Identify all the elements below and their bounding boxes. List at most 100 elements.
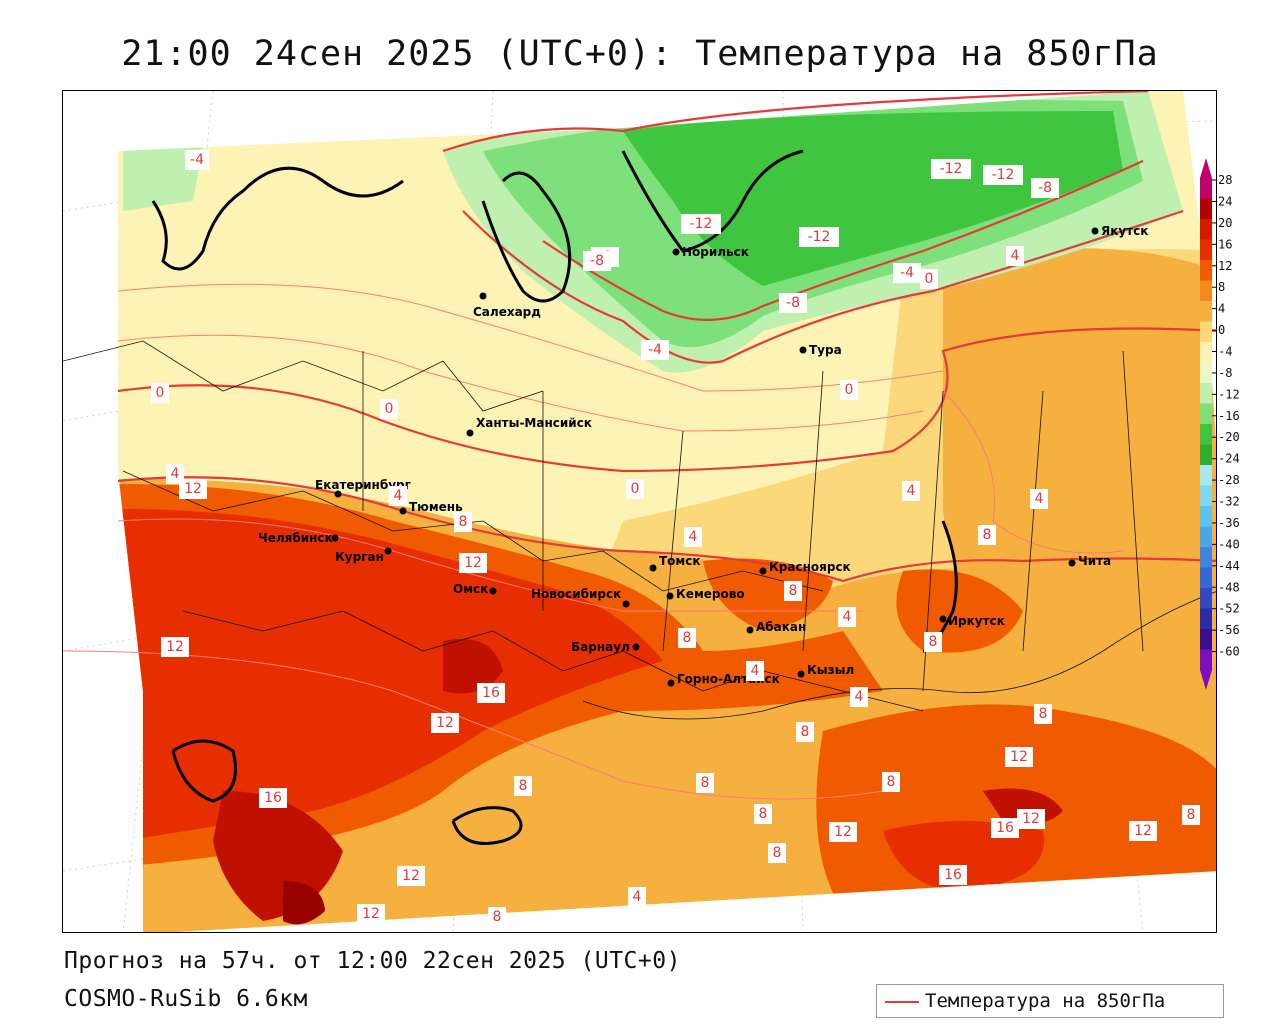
svg-text:Омск: Омск [453, 582, 488, 596]
contour-label: 4 [850, 687, 868, 707]
svg-text:-12: -12 [808, 229, 831, 245]
city-kurgan: Курган [335, 547, 392, 564]
contour-label: 8 [678, 628, 696, 648]
scale-swatch [1200, 608, 1212, 630]
svg-text:Ханты-Мансийск: Ханты-Мансийск [476, 416, 592, 430]
scale-swatch [1200, 198, 1212, 220]
scale-swatch [1200, 260, 1212, 281]
contour-label: 12 [829, 822, 857, 842]
svg-text:-12: -12 [940, 161, 963, 177]
svg-text:Новосибирск: Новосибирск [531, 587, 621, 601]
svg-text:-12: -12 [992, 167, 1015, 183]
svg-text:-8: -8 [590, 253, 604, 269]
city-krasnoyarsk: Красноярск [759, 560, 851, 575]
scale-swatch [1200, 280, 1212, 302]
contour-label: 16 [259, 788, 287, 808]
contour-label: 8 [882, 772, 900, 792]
scale-swatch [1200, 239, 1212, 261]
contour-label: -4 [893, 263, 921, 283]
contour-label: 8 [696, 773, 714, 793]
svg-text:4: 4 [633, 889, 642, 905]
scale-arrow-bottom [1200, 670, 1212, 690]
svg-text:-12: -12 [690, 216, 713, 232]
isoline-legend-swatch [885, 1001, 919, 1003]
svg-text:Якутск: Якутск [1101, 224, 1148, 238]
color-scale-svg: 28 24 20 16 12 8 4 0 -4 -8 -12 -16 -20 -24 -28 -32 -36 -4… [1200, 158, 1240, 690]
contour-label: 8 [514, 776, 532, 796]
scale-swatch [1200, 547, 1212, 568]
svg-text:8: 8 [801, 724, 810, 740]
svg-text:Екатеринбург: Екатеринбург [315, 478, 411, 492]
contour-label: 4 [628, 887, 646, 907]
scale-swatch [1200, 321, 1212, 343]
contour-label: 8 [796, 722, 814, 742]
scale-swatch [1200, 629, 1212, 650]
city-tomsk: Томск [649, 554, 701, 572]
forecast-info: Прогноз на 57ч. от 12:00 22сен 2025 (UTC… [64, 948, 681, 974]
map-title: 21:00 24сен 2025 (UTC+0): Температура на… [121, 34, 1159, 74]
svg-text:Норильск: Норильск [682, 245, 749, 259]
svg-text:Горно-Алтайск: Горно-Алтайск [677, 672, 780, 686]
contour-label: 0 [380, 399, 398, 419]
scale-swatch [1200, 383, 1212, 404]
contour-label: 8 [454, 512, 472, 532]
svg-text:4: 4 [689, 529, 698, 545]
svg-text:-8: -8 [786, 295, 800, 311]
contour-label: 8 [924, 632, 942, 652]
svg-text:4: 4 [1011, 248, 1020, 264]
svg-text:8: 8 [929, 634, 938, 650]
svg-text:Челябинск: Челябинск [258, 531, 333, 545]
contour-label: 12 [1017, 809, 1045, 829]
contour-label: -4 [185, 150, 209, 170]
city-novosibirsk: Новосибирск [531, 587, 630, 608]
contour-label: 16 [477, 683, 505, 703]
svg-text:-4: -4 [900, 265, 914, 281]
city-markers: Норильск Якутск Салехард Тура Ханты-Манс… [258, 224, 1148, 687]
model-name: COSMO-RuSib 6.6км [64, 986, 308, 1012]
scale-tick-label: -16 [1218, 409, 1240, 423]
svg-text:12: 12 [1010, 749, 1028, 765]
city-khanty-mansiysk: Ханты-Мансийск [466, 416, 592, 437]
temperature-map: Норильск Якутск Салехард Тура Ханты-Манс… [62, 90, 1217, 933]
scale-swatch [1200, 444, 1212, 466]
svg-text:8: 8 [683, 630, 692, 646]
scale-swatch [1200, 526, 1212, 548]
svg-text:8: 8 [789, 583, 798, 599]
contour-label: -12 [931, 159, 971, 179]
contour-label: 12 [431, 713, 459, 733]
svg-text:Абакан: Абакан [756, 620, 806, 634]
svg-text:16: 16 [996, 820, 1014, 836]
svg-text:8: 8 [773, 845, 782, 861]
city-kyzyl: Кызыл [797, 663, 854, 678]
isoline-legend: Температура на 850гПа [876, 984, 1224, 1018]
scale-tick-label: -28 [1218, 473, 1240, 487]
scale-tick-label: -40 [1218, 537, 1240, 551]
contour-label: 12 [1005, 747, 1033, 767]
contour-label: -4 [641, 340, 669, 360]
city-barnaul: Барнаул [571, 640, 640, 654]
scale-swatch [1200, 567, 1212, 589]
svg-text:4: 4 [171, 466, 180, 482]
contour-label: 8 [488, 907, 506, 927]
city-salekhard: Салехард [473, 292, 541, 319]
coastline [151, 149, 958, 845]
svg-text:8: 8 [459, 514, 468, 530]
scale-tick-label: -8 [1218, 366, 1232, 380]
scale-tick-label: 20 [1218, 216, 1232, 230]
contour-label: 12 [179, 479, 207, 499]
scale-swatch [1200, 342, 1212, 363]
admin-borders [63, 340, 1216, 720]
svg-text:Салехард: Салехард [473, 305, 541, 319]
city-yekaterinburg: Екатеринбург [315, 478, 411, 498]
svg-text:16: 16 [944, 867, 962, 883]
svg-text:4: 4 [855, 689, 864, 705]
scale-tick-label: 4 [1218, 302, 1225, 316]
scale-tick-label: -56 [1218, 623, 1240, 637]
contour-label: 12 [357, 904, 385, 924]
scale-tick-label: -12 [1218, 387, 1240, 401]
contour-label: 0 [626, 479, 644, 499]
contour-label: 4 [746, 661, 764, 681]
city-yakutsk: Якутск [1091, 224, 1148, 238]
svg-text:Красноярск: Красноярск [769, 560, 851, 574]
contour-label: 8 [768, 843, 786, 863]
